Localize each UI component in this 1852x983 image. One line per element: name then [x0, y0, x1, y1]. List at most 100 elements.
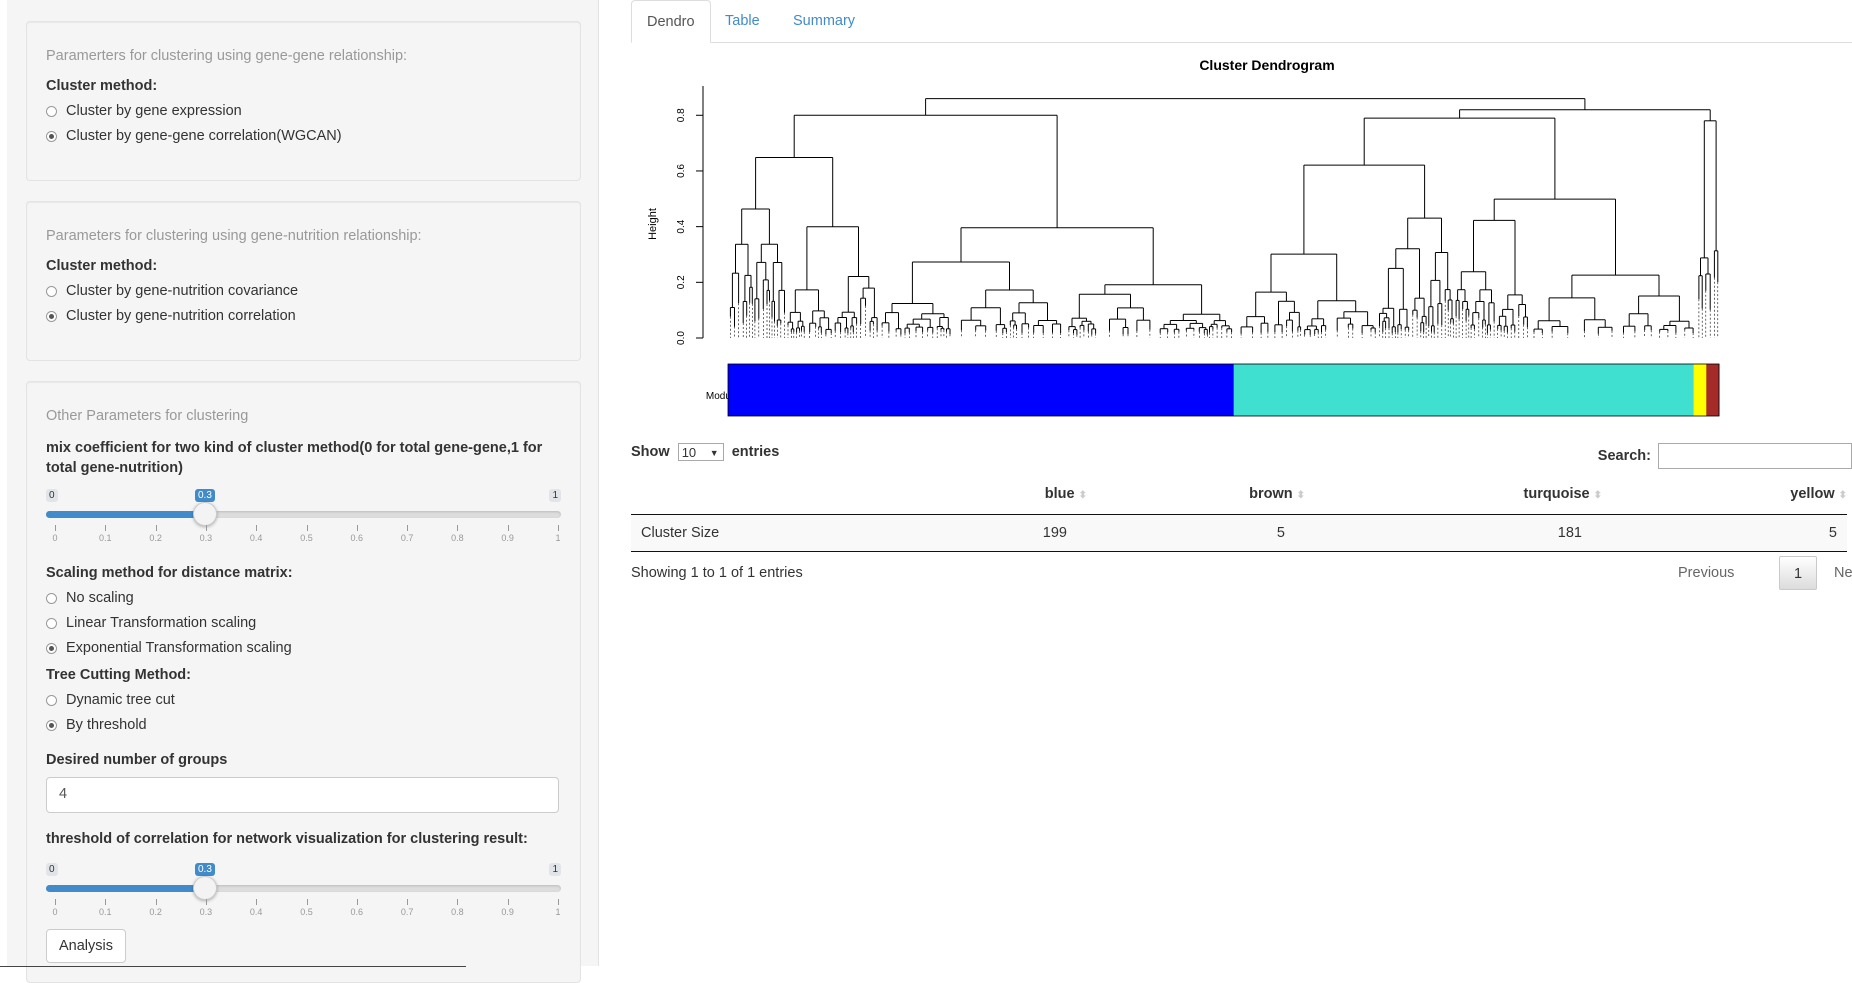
slider-tick: [457, 899, 459, 905]
search-control: Search:: [1598, 443, 1852, 469]
slider-fill: [46, 885, 205, 892]
slider-tick-label: 0.3: [199, 533, 213, 543]
radio-label: Exponential Transformation scaling: [66, 640, 292, 656]
radio-button-icon[interactable]: [46, 130, 57, 142]
y-tick-label: 0.0: [676, 331, 687, 345]
radio-gene-expression[interactable]: Cluster by gene expression: [46, 103, 242, 119]
column-header-turquoise[interactable]: turquoise ⬍: [1524, 486, 1602, 502]
y-tick-label: 0.2: [676, 275, 687, 289]
radio-button-icon[interactable]: [46, 694, 57, 706]
column-label: turquoise: [1523, 486, 1590, 502]
cell-yellow: 5: [1828, 525, 1837, 541]
radio-label: No scaling: [66, 590, 134, 606]
analysis-button[interactable]: Analysis: [46, 929, 126, 963]
dendrogram-tree: [729, 98, 1719, 338]
slider-tick: [507, 525, 509, 531]
radio-by-threshold[interactable]: By threshold: [46, 717, 147, 733]
slider-tick-label: 0.2: [149, 907, 162, 917]
slider-tick: [356, 899, 358, 905]
radio-button-icon[interactable]: [46, 642, 57, 654]
tab-dendro[interactable]: Dendro: [631, 0, 711, 43]
table-info: Showing 1 to 1 of 1 entries: [631, 565, 803, 581]
radio-no-scaling[interactable]: No scaling: [46, 590, 134, 606]
radio-button-icon[interactable]: [46, 617, 57, 629]
module-color-yellow: [1693, 364, 1707, 416]
sidebar-panel: Paramerters for clustering using gene-ge…: [7, 0, 599, 983]
radio-dynamic-tree-cut[interactable]: Dynamic tree cut: [46, 692, 175, 708]
search-input[interactable]: [1658, 443, 1852, 469]
page-button-1[interactable]: 1: [1779, 556, 1817, 590]
slider-max: 1: [549, 489, 561, 502]
previous-button[interactable]: Previous: [1678, 565, 1735, 581]
slider-tick: [306, 899, 308, 905]
radio-exponential-scaling[interactable]: Exponential Transformation scaling: [46, 640, 292, 656]
tab-summary[interactable]: Summary: [793, 13, 856, 29]
slider-tick: [55, 899, 56, 905]
radio-gene-correlation[interactable]: Cluster by gene-gene correlation(WGCAN): [46, 128, 342, 144]
radio-button-icon[interactable]: [46, 310, 57, 322]
radio-linear-scaling[interactable]: Linear Transformation scaling: [46, 615, 256, 631]
dendrogram-plot: Cluster Dendrogram Height 0.00.20.40.60.…: [647, 57, 1720, 417]
slider-tick-label: 0.5: [300, 907, 313, 917]
radio-label: Linear Transformation scaling: [66, 615, 257, 631]
column-label: blue: [1044, 486, 1075, 502]
threshold-slider[interactable]: 0 1 0.3 0 0.1 0.2 0.3 0.4 0.5 0.6 0.7 0.8 0.9 1: [46, 854, 561, 924]
slider-tick-label: 0.4: [249, 907, 263, 917]
y-tick-label: 0.8: [676, 108, 687, 122]
groups-label: Desired number of groups: [46, 752, 228, 768]
panel-title: Paramerters for clustering using gene-ge…: [46, 48, 408, 64]
mix-coefficient-slider[interactable]: 0 1 0.3 0 0.1 0.2 0.3 0.4 0.5 0.6 0.7 0.8 0.9 1: [46, 480, 561, 550]
slider-tick: [407, 899, 409, 905]
other-params-panel: Other Parameters for clustering mix coef…: [26, 381, 581, 983]
row-label: Cluster Size: [641, 525, 720, 541]
page-length-value: 10: [681, 445, 697, 460]
radio-label: Cluster by gene expression: [66, 103, 242, 119]
radio-label: Dynamic tree cut: [66, 692, 175, 708]
radio-button-icon[interactable]: [46, 592, 57, 604]
slider-tick-label: 0.6: [350, 533, 364, 543]
slider-tick-label: 1: [555, 907, 561, 917]
bottom-divider: [0, 966, 466, 967]
radio-nutrition-covariance[interactable]: Cluster by gene-nutrition covariance: [46, 283, 298, 299]
slider-tick-label: 0.6: [350, 907, 364, 917]
sort-icon: ⬍: [1838, 490, 1847, 501]
groups-input[interactable]: 4: [46, 777, 559, 813]
slider-tick: [256, 899, 258, 905]
slider-track[interactable]: [46, 511, 561, 518]
slider-track[interactable]: [46, 885, 561, 892]
slider-min: 0: [46, 489, 58, 502]
radio-label: Cluster by gene-nutrition correlation: [66, 308, 296, 324]
module-color-blue: [728, 364, 1235, 416]
radio-button-icon[interactable]: [46, 285, 57, 297]
slider-tick-label: 0.4: [249, 533, 263, 543]
next-button[interactable]: Next: [1834, 565, 1852, 581]
dropdown-arrow-icon: ▼: [709, 448, 719, 458]
slider-tick: [155, 525, 157, 531]
page-length-select[interactable]: 10 ▼: [677, 443, 724, 461]
module-color-bar: [727, 363, 1720, 417]
column-header-blue[interactable]: blue ⬍: [1045, 486, 1087, 502]
y-tick-label: 0.4: [676, 219, 687, 233]
y-tick-label: 0.6: [676, 164, 687, 178]
radio-button-icon[interactable]: [46, 105, 57, 117]
radio-button-icon[interactable]: [46, 719, 57, 731]
slider-tick-label: 0.7: [400, 907, 414, 917]
column-header-brown[interactable]: brown ⬍: [1249, 486, 1305, 502]
slider-handle[interactable]: [193, 502, 217, 526]
slider-tick-label: 0.9: [501, 533, 514, 543]
cluster-method-label: Cluster method:: [46, 78, 158, 94]
cell-brown: 5: [1276, 525, 1285, 541]
slider-tick-label: 1: [555, 533, 561, 543]
slider-tick-label: 0.1: [99, 533, 112, 543]
column-header-yellow[interactable]: yellow ⬍: [1790, 486, 1847, 502]
slider-tick: [205, 899, 207, 905]
radio-nutrition-correlation[interactable]: Cluster by gene-nutrition correlation: [46, 308, 296, 324]
slider-tick: [155, 899, 157, 905]
tab-table[interactable]: Table: [725, 13, 760, 29]
slider-tick: [55, 525, 56, 531]
length-control: Show 10 ▼ entries: [631, 443, 779, 461]
cell-blue: 199: [1042, 525, 1067, 541]
entries-label: entries: [731, 443, 780, 460]
slider-max: 1: [549, 863, 561, 876]
slider-handle[interactable]: [193, 876, 217, 900]
